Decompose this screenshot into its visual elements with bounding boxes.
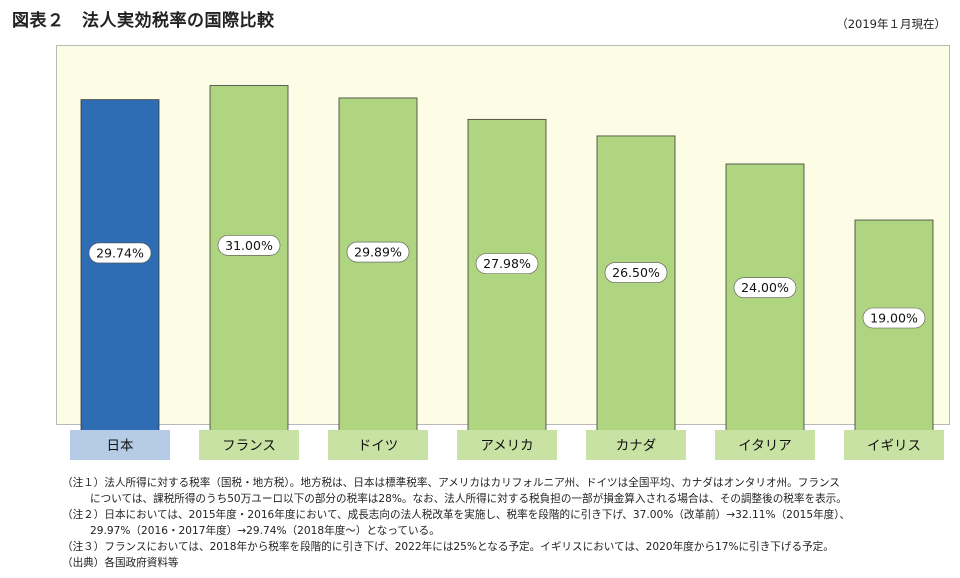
bar-4	[596, 135, 676, 434]
bar-1	[209, 85, 289, 434]
value-label: 19.00%	[870, 310, 918, 325]
category-label: 日本	[107, 438, 134, 454]
bar-0	[80, 99, 160, 434]
category-label: イギリス	[867, 438, 921, 454]
category-box	[586, 430, 686, 460]
category-label: ドイツ	[358, 438, 399, 454]
category-box	[328, 430, 428, 460]
value-label: 26.50%	[612, 265, 660, 280]
value-label: 24.00%	[741, 280, 789, 295]
value-label: 27.98%	[483, 256, 531, 271]
value-label-bg	[88, 242, 152, 264]
value-label: 31.00%	[225, 238, 273, 253]
note-line: （注１）法人所得に対する税率（国税・地方税）。地方税は、日本は標準税率、アメリカ…	[62, 477, 840, 489]
category-label: アメリカ	[480, 438, 533, 454]
bar-2	[338, 97, 418, 434]
value-label-bg	[346, 241, 410, 263]
category-label: カナダ	[616, 438, 657, 454]
value-label-bg	[733, 277, 797, 299]
bar-3	[467, 118, 547, 434]
note-line: （注３）フランスにおいては、2018年から税率を段階的に引き下げ、2022年には…	[62, 541, 834, 553]
note-line: （出典）各国政府資料等	[62, 557, 179, 569]
value-label-bg	[217, 235, 281, 256]
category-label: フランス	[222, 438, 276, 454]
note-line: 29.97%（2016・2017年度）→29.74%（2018年度〜）となってい…	[90, 525, 440, 537]
category-label: イタリア	[738, 438, 791, 454]
category-box	[844, 430, 944, 460]
chart-title: 図表２ 法人実効税率の国際比較	[12, 11, 275, 31]
value-label: 29.74%	[96, 245, 144, 260]
value-label: 29.89%	[354, 245, 402, 260]
value-label-bg	[862, 307, 926, 329]
category-box	[70, 430, 170, 460]
value-label-bg	[604, 262, 668, 283]
note-line: については、課税所得のうち50万ユーロ以下の部分の税率は28%。なお、法人所得に…	[90, 493, 847, 505]
category-box	[715, 430, 815, 460]
notes-block: （注１）法人所得に対する税率（国税・地方税）。地方税は、日本は標準税率、アメリカ…	[62, 475, 952, 571]
date-note: （2019年１月現在）	[836, 17, 946, 31]
category-box	[199, 430, 299, 460]
note-line: （注２）日本においては、2015年度・2016年度において、成長志向の法人税改革…	[62, 509, 851, 521]
category-box	[457, 430, 557, 460]
bar-5	[725, 163, 805, 434]
value-label-bg	[475, 253, 539, 274]
